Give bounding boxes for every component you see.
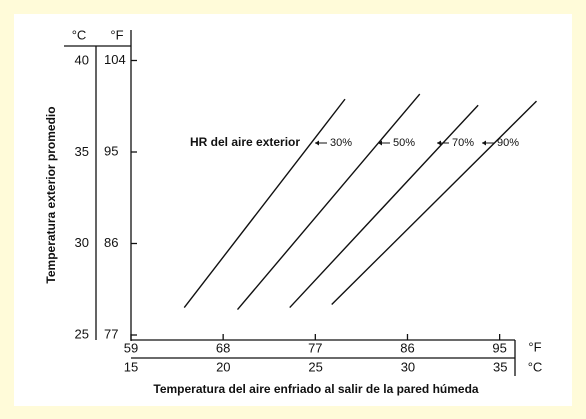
- x2-tick-label: 30: [401, 359, 415, 374]
- label-arrowhead: [482, 140, 486, 146]
- label-arrowhead: [378, 140, 382, 146]
- y2-unit: °C: [72, 27, 87, 42]
- series-label: 30%: [330, 137, 352, 149]
- x-axis-label: Temperatura del aire enfriado al salir d…: [153, 382, 479, 396]
- series-label: 50%: [393, 137, 415, 149]
- y-tick-label: 95: [104, 143, 118, 158]
- y-unit: °F: [110, 27, 123, 42]
- y-tick-label: 77: [104, 326, 118, 341]
- y-axis-label: Temperatura exterior promedio: [44, 106, 58, 283]
- x-tick-label: 59: [124, 340, 138, 355]
- y2-tick-label: 30: [75, 235, 89, 250]
- panel: [14, 14, 572, 406]
- y2-tick-label: 25: [75, 326, 89, 341]
- x2-unit: °C: [528, 359, 543, 374]
- x-tick-label: 86: [400, 340, 414, 355]
- label-arrowhead: [437, 140, 441, 146]
- curve: [331, 100, 537, 305]
- y2-tick-label: 35: [75, 144, 89, 159]
- x2-tick-label: 35: [493, 359, 507, 374]
- x2-tick-label: 20: [216, 359, 230, 374]
- x-unit: °F: [528, 339, 541, 354]
- y-tick-label: 86: [104, 235, 118, 250]
- series-label: 90%: [497, 137, 519, 149]
- x-tick-label: 77: [308, 340, 322, 355]
- x2-tick-label: 15: [124, 359, 138, 374]
- x-tick-label: 68: [216, 340, 230, 355]
- x-tick-label: 95: [492, 340, 506, 355]
- series-label: 70%: [452, 137, 474, 149]
- annotation: HR del aire exterior: [190, 135, 300, 149]
- x2-tick-label: 25: [308, 359, 322, 374]
- curve: [289, 104, 479, 309]
- y2-tick-label: 40: [75, 52, 89, 67]
- label-arrowhead: [315, 140, 319, 146]
- y-tick-label: 104: [104, 52, 126, 67]
- curve: [236, 93, 421, 311]
- curve: [183, 98, 346, 308]
